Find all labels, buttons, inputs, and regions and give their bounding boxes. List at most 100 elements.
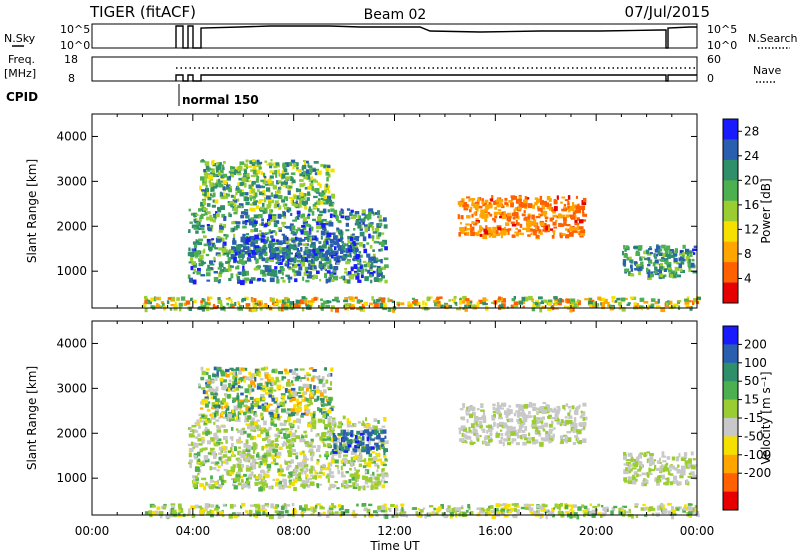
radar-cell bbox=[349, 275, 354, 280]
radar-cell bbox=[249, 160, 254, 165]
radar-cell bbox=[199, 448, 203, 453]
radar-cell bbox=[315, 388, 320, 394]
radar-cell bbox=[371, 461, 376, 464]
radar-cell bbox=[525, 296, 529, 302]
radar-cell bbox=[381, 475, 385, 479]
radar-cell bbox=[557, 302, 562, 306]
radar-cell bbox=[350, 267, 354, 272]
radar-cell bbox=[357, 445, 360, 449]
radar-cell bbox=[384, 507, 388, 510]
colorbar-tick-label: 8 bbox=[744, 247, 752, 261]
radar-cell bbox=[313, 385, 316, 390]
radar-cell bbox=[349, 467, 352, 471]
radar-cell bbox=[144, 511, 150, 515]
radar-cell bbox=[674, 266, 680, 271]
radar-cell bbox=[268, 201, 272, 207]
radar-cell bbox=[553, 303, 555, 306]
radar-cell bbox=[241, 260, 246, 265]
radar-cell bbox=[459, 408, 464, 411]
radar-cell bbox=[266, 451, 272, 457]
radar-cell bbox=[376, 273, 380, 277]
radar-cell bbox=[359, 227, 363, 231]
radar-cell bbox=[248, 218, 251, 223]
radar-cell bbox=[259, 307, 263, 311]
radar-cell bbox=[284, 162, 290, 167]
radar-cell bbox=[306, 372, 310, 375]
radar-cell bbox=[200, 274, 206, 277]
radar-cell bbox=[301, 467, 305, 473]
radar-cell bbox=[545, 434, 550, 439]
radar-cell bbox=[278, 240, 282, 245]
radar-cell bbox=[635, 251, 641, 256]
radar-cell bbox=[204, 447, 208, 451]
radar-cell bbox=[263, 445, 268, 449]
radar-cell bbox=[466, 215, 471, 219]
radar-cell bbox=[351, 216, 356, 220]
radar-cell bbox=[277, 213, 282, 219]
radar-cell bbox=[290, 199, 293, 204]
radar-cell bbox=[502, 441, 505, 447]
radar-cell bbox=[642, 479, 647, 484]
radar-cell bbox=[555, 219, 558, 222]
radar-cell bbox=[665, 462, 669, 466]
radar-cell bbox=[628, 256, 632, 260]
radar-cell bbox=[476, 507, 481, 510]
radar-cell bbox=[434, 302, 439, 307]
radar-cell bbox=[349, 252, 352, 257]
radar-cell bbox=[353, 250, 357, 255]
radar-cell bbox=[352, 241, 356, 244]
radar-cell bbox=[382, 307, 387, 311]
radar-cell bbox=[696, 300, 700, 305]
radar-cell bbox=[262, 270, 266, 274]
radar-cell bbox=[477, 230, 482, 233]
radar-cell bbox=[508, 418, 514, 423]
radar-cell bbox=[353, 228, 356, 231]
radar-cell bbox=[341, 482, 344, 488]
radar-cell bbox=[312, 236, 315, 239]
radar-cell bbox=[463, 433, 466, 439]
radar-cell bbox=[685, 304, 690, 308]
radar-cell bbox=[356, 272, 360, 276]
radar-cell bbox=[566, 298, 570, 304]
radar-cell bbox=[492, 403, 496, 407]
cpid-label: CPID bbox=[6, 90, 38, 104]
radar-cell bbox=[256, 169, 261, 175]
radar-cell bbox=[676, 481, 679, 485]
radar-cell bbox=[234, 206, 238, 209]
radar-cell bbox=[331, 279, 335, 282]
radar-cell bbox=[336, 261, 340, 265]
radar-cell bbox=[233, 377, 238, 383]
radar-cell bbox=[355, 478, 359, 482]
velocity-panel-bg bbox=[92, 321, 697, 515]
radar-cell bbox=[223, 429, 228, 433]
radar-cell bbox=[315, 472, 319, 475]
radar-cell bbox=[203, 485, 207, 491]
radar-cell bbox=[503, 422, 507, 427]
radar-cell bbox=[492, 217, 495, 221]
radar-cell bbox=[214, 410, 219, 414]
radar-cell bbox=[360, 442, 365, 446]
radar-cell bbox=[286, 225, 291, 229]
radar-cell bbox=[688, 458, 692, 462]
radar-cell bbox=[492, 410, 497, 414]
radar-cell bbox=[623, 245, 626, 250]
radar-cell bbox=[669, 481, 673, 486]
radar-cell bbox=[236, 224, 240, 229]
radar-cell bbox=[625, 459, 631, 461]
radar-cell bbox=[515, 220, 518, 225]
radar-cell bbox=[282, 251, 287, 255]
radar-cell bbox=[374, 476, 380, 481]
radar-cell bbox=[333, 209, 338, 215]
radar-cell bbox=[233, 382, 238, 386]
radar-cell bbox=[214, 404, 219, 408]
radar-cell bbox=[241, 463, 244, 468]
radar-cell bbox=[300, 192, 304, 197]
radar-cell bbox=[632, 480, 636, 485]
radar-cell bbox=[326, 514, 330, 518]
radar-cell bbox=[336, 452, 341, 455]
radar-cell bbox=[547, 416, 552, 419]
radar-cell bbox=[250, 462, 254, 467]
radar-cell bbox=[639, 461, 643, 467]
radar-cell bbox=[651, 512, 655, 516]
radar-cell bbox=[533, 230, 537, 236]
